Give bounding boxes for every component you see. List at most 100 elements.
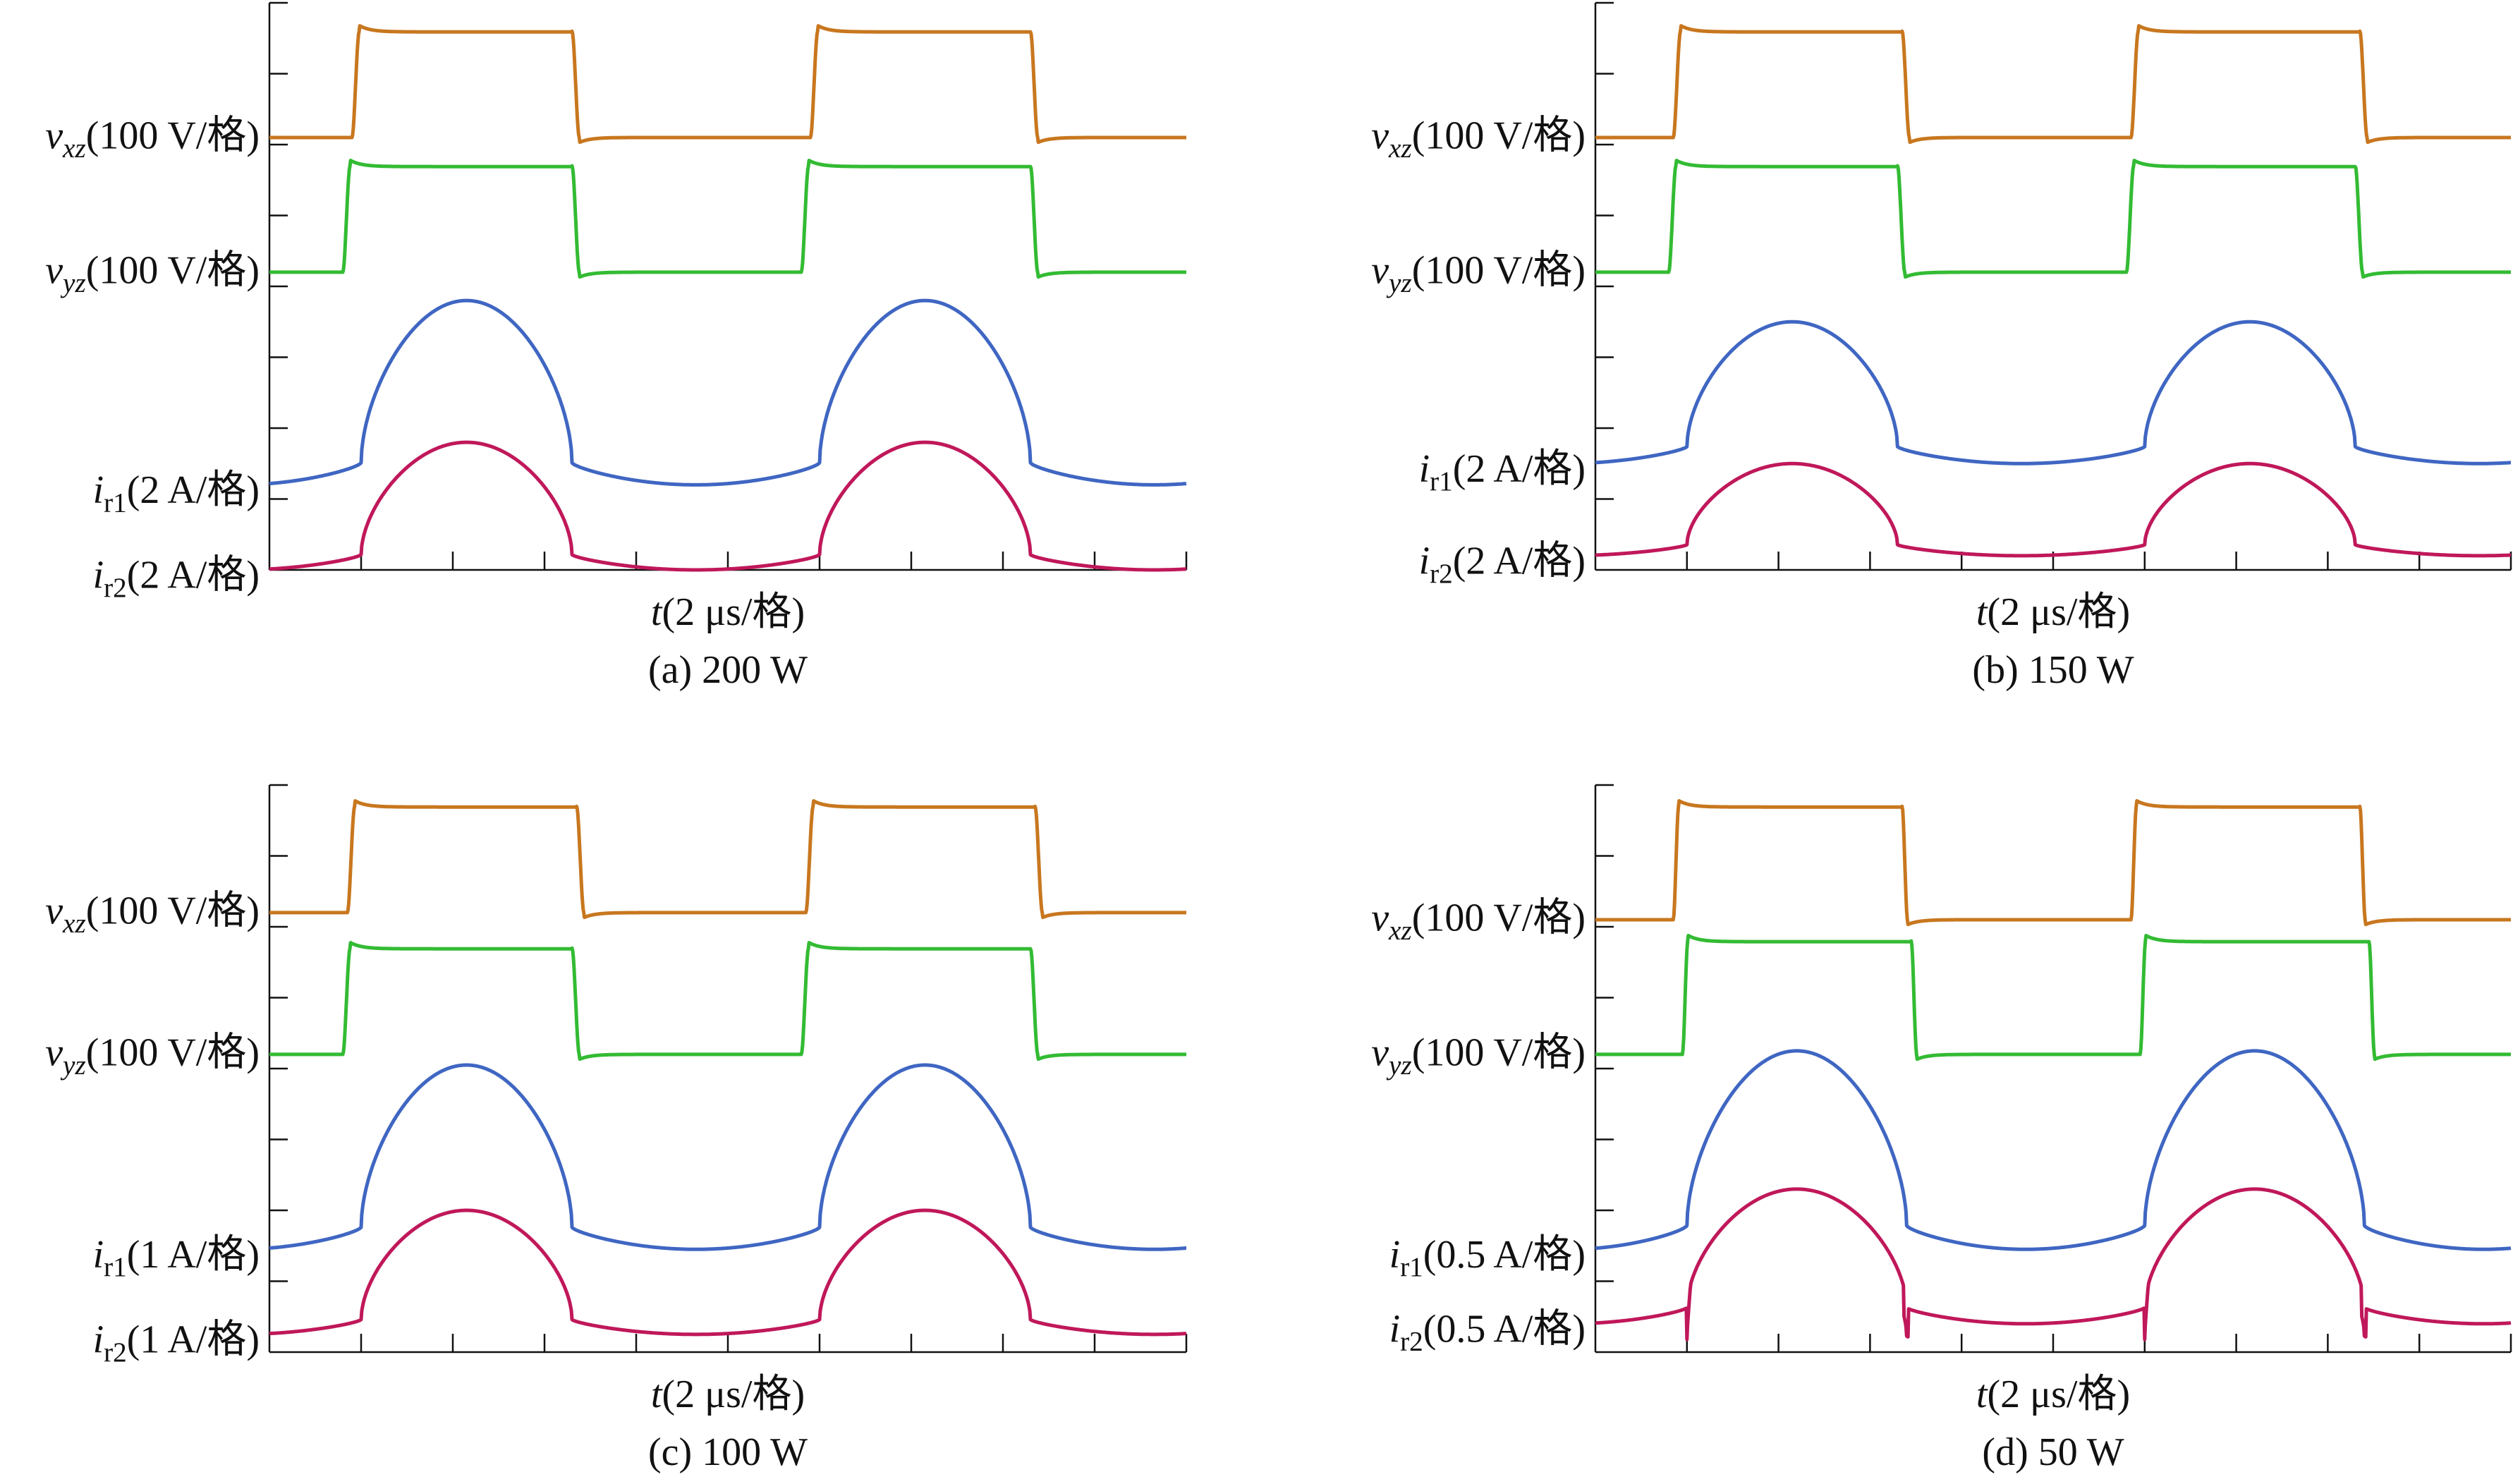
channel-var: i	[1419, 540, 1430, 583]
time-var: t	[651, 1373, 663, 1416]
channel-subscript: yz	[1386, 1050, 1412, 1081]
channel-scale: (100 V/格)	[86, 889, 260, 933]
channel-subscript: r1	[1400, 1252, 1423, 1282]
trace-vyz	[268, 941, 1188, 1062]
channel-label-ir1: ir1(2 A/格)	[1419, 447, 1586, 497]
trace-vxz	[1594, 24, 2512, 145]
trace-ir2	[1594, 1187, 2512, 1342]
time-unit: (2 μs/格)	[1987, 590, 2130, 634]
channel-scale: (0.5 A/格)	[1423, 1307, 1586, 1351]
trace-vxz	[1594, 798, 2512, 927]
channel-label-vxz: vxz(100 V/格)	[1371, 896, 1586, 946]
trace-vxz	[268, 24, 1188, 145]
channel-scale: (2 A/格)	[127, 468, 260, 512]
channel-subscript: r1	[104, 1252, 127, 1282]
channel-var: i	[93, 554, 104, 597]
channel-var: i	[1389, 1307, 1401, 1351]
time-unit: (2 μs/格)	[662, 590, 805, 634]
channel-label-ir1: ir1(1 A/格)	[93, 1233, 260, 1282]
channel-scale: (100 V/格)	[86, 249, 260, 293]
channel-label-ir1: ir1(0.5 A/格)	[1389, 1233, 1586, 1282]
channel-subscript: r1	[1430, 466, 1453, 497]
channel-scale: (100 V/格)	[1412, 114, 1586, 158]
channel-scale: (100 V/格)	[86, 114, 260, 158]
channel-label-ir2: ir2(2 A/格)	[1419, 540, 1586, 589]
channel-label-vxz: vxz(100 V/格)	[45, 114, 260, 164]
channel-scale: (100 V/格)	[1412, 249, 1586, 293]
channel-var: v	[45, 114, 63, 158]
panel-1: vxz(100 V/格)vyz(100 V/格)ir1(2 A/格)ir2(2 …	[1371, 1, 2512, 692]
channel-scale: (100 V/格)	[1412, 896, 1586, 940]
channel-scale: (2 A/格)	[1453, 540, 1586, 583]
channel-label-vxz: vxz(100 V/格)	[45, 889, 260, 939]
channel-scale: (1 A/格)	[127, 1233, 260, 1277]
trace-ir2	[1594, 461, 2512, 558]
time-var: t	[1976, 1373, 1988, 1416]
channel-var: i	[1389, 1233, 1401, 1277]
panel-caption: (c) 100 W	[648, 1430, 808, 1474]
channel-scale: (2 A/格)	[127, 554, 260, 597]
channel-subscript: xz	[1388, 133, 1412, 164]
trace-ir1	[268, 298, 1188, 487]
channel-var: i	[93, 468, 104, 512]
channel-subscript: xz	[62, 133, 86, 164]
time-var: t	[651, 590, 663, 634]
trace-vyz	[1594, 159, 2512, 279]
time-axis-label: t(2 μs/格)	[1976, 590, 2130, 634]
channel-subscript: r1	[104, 487, 127, 518]
channel-scale: (0.5 A/格)	[1423, 1233, 1586, 1277]
trace-vyz	[1594, 933, 2512, 1062]
panel-caption: (d) 50 W	[1982, 1430, 2124, 1474]
channel-var: v	[45, 1031, 63, 1075]
channel-subscript: yz	[60, 268, 86, 298]
channel-subscript: yz	[60, 1050, 86, 1081]
channel-label-ir1: ir1(2 A/格)	[93, 468, 260, 518]
time-axis-label: t(2 μs/格)	[1976, 1373, 2130, 1416]
trace-ir2	[268, 440, 1188, 572]
channel-var: i	[93, 1233, 104, 1277]
channel-label-vxz: vxz(100 V/格)	[1371, 114, 1586, 164]
channel-var: i	[93, 1318, 104, 1361]
channel-label-ir2: ir2(0.5 A/格)	[1389, 1307, 1586, 1356]
channel-var: v	[1371, 249, 1389, 293]
channel-subscript: r2	[104, 1337, 127, 1368]
channel-subscript: xz	[1388, 916, 1412, 946]
channel-var: i	[1419, 447, 1430, 491]
channel-label-vyz: vyz(100 V/格)	[45, 249, 260, 298]
channel-label-ir2: ir2(2 A/格)	[93, 554, 260, 603]
trace-ir1	[1594, 1049, 2512, 1251]
panel-0: vxz(100 V/格)vyz(100 V/格)ir1(2 A/格)ir2(2 …	[45, 1, 1188, 692]
panel-caption: (b) 150 W	[1972, 648, 2134, 692]
trace-ir1	[1594, 320, 2512, 466]
channel-subscript: yz	[1386, 268, 1412, 298]
channel-subscript: r2	[104, 573, 127, 603]
trace-ir1	[268, 1063, 1188, 1251]
channel-subscript: xz	[62, 908, 86, 939]
channel-scale: (100 V/格)	[1412, 1031, 1586, 1075]
channel-var: v	[1371, 114, 1389, 158]
time-var: t	[1976, 590, 1988, 634]
time-axis-label: t(2 μs/格)	[651, 590, 805, 634]
channel-scale: (1 A/格)	[127, 1318, 260, 1361]
channel-label-vyz: vyz(100 V/格)	[45, 1031, 260, 1081]
channel-label-vyz: vyz(100 V/格)	[1371, 1031, 1586, 1081]
panel-caption: (a) 200 W	[648, 648, 808, 692]
trace-vxz	[268, 799, 1188, 920]
panel-3: vxz(100 V/格)vyz(100 V/格)ir1(0.5 A/格)ir2(…	[1371, 784, 2512, 1474]
channel-scale: (2 A/格)	[1453, 447, 1586, 491]
channel-var: v	[45, 249, 63, 293]
time-unit: (2 μs/格)	[1987, 1373, 2130, 1416]
channel-scale: (100 V/格)	[86, 1031, 260, 1075]
channel-subscript: r2	[1400, 1327, 1423, 1357]
channel-var: v	[1371, 1031, 1389, 1075]
trace-vyz	[268, 159, 1188, 279]
time-axis-label: t(2 μs/格)	[651, 1373, 805, 1416]
time-unit: (2 μs/格)	[662, 1373, 805, 1416]
channel-label-ir2: ir2(1 A/格)	[93, 1318, 260, 1367]
trace-ir2	[268, 1208, 1188, 1337]
panel-2: vxz(100 V/格)vyz(100 V/格)ir1(1 A/格)ir2(1 …	[45, 784, 1188, 1474]
channel-label-vyz: vyz(100 V/格)	[1371, 249, 1586, 298]
channel-var: v	[45, 889, 63, 933]
channel-subscript: r2	[1430, 559, 1453, 589]
